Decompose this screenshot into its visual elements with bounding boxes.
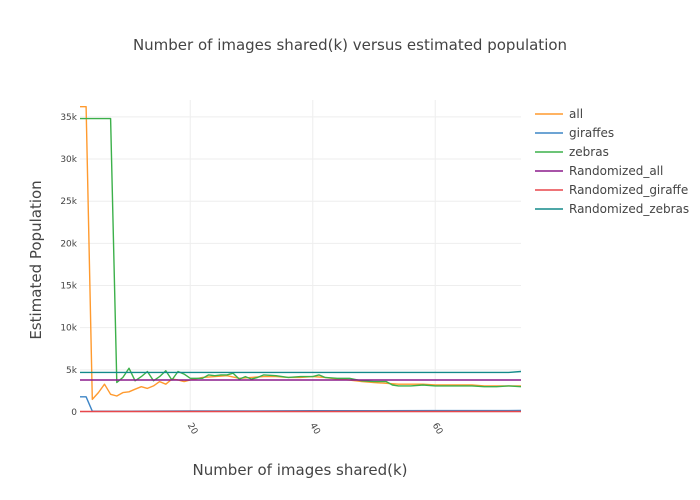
y-tick-label: 0: [71, 408, 77, 418]
y-tick-label: 25k: [60, 197, 77, 207]
y-tick-label: 30k: [60, 155, 77, 165]
legend-label: zebras: [569, 145, 609, 159]
y-tick-label: 5k: [66, 366, 78, 376]
series-line-zebras: [80, 117, 522, 388]
x-tick-label: 60: [430, 422, 445, 437]
legend-label: Randomized_zebras: [569, 202, 689, 216]
series-line-randomized-zebras: [80, 370, 522, 374]
legend-item-randomized-zebras[interactable]: Randomized_zebras: [535, 202, 689, 216]
legend-item-zebras[interactable]: zebras: [535, 145, 609, 159]
y-axis-ticks: 0 5k 10k 15k 20k 25k 30k 35k: [60, 113, 77, 418]
legend-label: Randomized_giraffe: [569, 183, 688, 197]
legend-item-giraffes[interactable]: giraffes: [535, 126, 614, 140]
legend-item-all[interactable]: all: [535, 107, 583, 121]
y-tick-label: 35k: [60, 113, 77, 123]
y-tick-label: 10k: [60, 324, 77, 334]
x-axis-title: Number of images shared(k): [192, 461, 407, 479]
gridlines: [80, 100, 521, 413]
x-axis-ticks: 20 40 60: [185, 422, 445, 437]
legend-label: giraffes: [569, 126, 614, 140]
legend-label: Randomized_all: [569, 164, 663, 178]
legend: all giraffes zebras Randomized_all Randomize…: [535, 107, 689, 216]
chart-title: Number of images shared(k) versus estima…: [133, 36, 567, 54]
x-tick-label: 20: [185, 422, 200, 437]
legend-item-randomized-all[interactable]: Randomized_all: [535, 164, 663, 178]
legend-label: all: [569, 107, 583, 121]
x-tick-label: 40: [307, 422, 322, 437]
series-line-all: [80, 106, 521, 401]
y-axis-title: Estimated Population: [27, 180, 45, 339]
y-tick-label: 15k: [60, 282, 77, 292]
y-tick-label: 20k: [60, 239, 77, 249]
series-group: [80, 106, 522, 413]
series-line-giraffes: [80, 396, 522, 412]
legend-item-randomized-giraffe[interactable]: Randomized_giraffe: [535, 183, 688, 197]
